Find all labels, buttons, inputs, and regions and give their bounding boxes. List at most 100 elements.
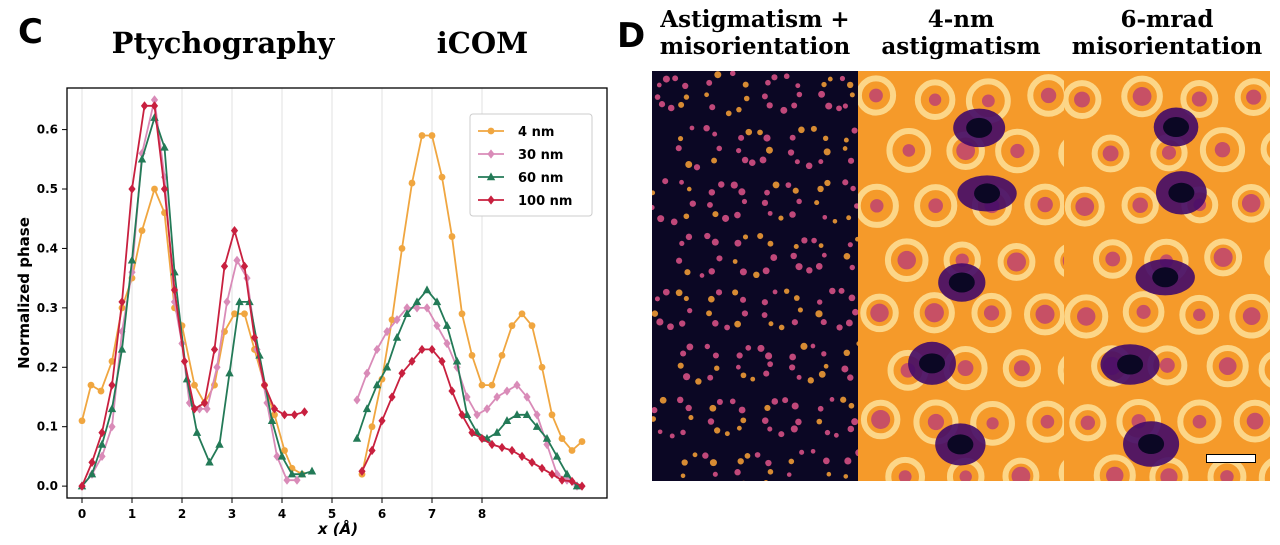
ring-center: [1102, 145, 1119, 162]
ring: [1121, 75, 1163, 118]
atom-dot: [683, 94, 690, 100]
data-point: [180, 356, 189, 366]
ring-center: [1192, 414, 1207, 429]
ring-center: [902, 144, 916, 157]
data-point: [117, 344, 127, 353]
icom-title: iCOM: [436, 26, 529, 60]
ring-center: [1241, 194, 1261, 213]
atom-dot: [750, 376, 756, 382]
ring: [1027, 74, 1064, 117]
ring-center: [957, 360, 974, 377]
data-point: [393, 315, 401, 325]
atom-dot: [820, 319, 827, 326]
data-point: [463, 392, 471, 402]
atom-dot: [687, 307, 693, 314]
dark-hole-core: [1152, 267, 1179, 288]
data-point: [578, 481, 586, 491]
data-point: [97, 439, 107, 448]
ring-center: [1035, 304, 1055, 324]
dark-hole-core: [948, 272, 975, 293]
data-point: [398, 245, 406, 252]
ring: [1180, 79, 1219, 118]
ring-center: [1010, 143, 1025, 159]
data-point: [402, 309, 412, 317]
data-point: [160, 184, 169, 194]
atom-dot: [741, 310, 749, 317]
series-line-ptycho: [81, 186, 303, 475]
data-point: [558, 435, 566, 442]
ring: [913, 292, 955, 334]
atom-dot: [821, 252, 827, 258]
ring: [997, 243, 1036, 281]
data-point: [128, 184, 136, 194]
data-point: [528, 322, 536, 330]
data-point: [281, 447, 288, 454]
ring: [1199, 127, 1246, 173]
atom-dot: [818, 159, 824, 165]
atom-dot: [846, 215, 852, 221]
atom-dot: [845, 319, 853, 327]
col-title-1-line1: Astigmatism +: [660, 6, 850, 33]
atom-dot: [686, 186, 692, 192]
atom-dot: [767, 210, 773, 216]
atom-dot: [681, 459, 688, 466]
atom-dot: [817, 185, 824, 193]
atom-dot: [753, 271, 760, 279]
data-point: [553, 469, 561, 479]
atom-dot: [825, 102, 833, 110]
data-point: [443, 338, 451, 349]
data-point: [233, 255, 241, 265]
data-point: [452, 356, 462, 365]
data-point: [137, 154, 147, 163]
ring-center: [1213, 247, 1233, 267]
data-point: [108, 380, 116, 390]
ring: [1064, 80, 1102, 120]
ring-center: [897, 250, 916, 270]
ring: [1054, 244, 1064, 277]
atom-dot: [765, 146, 773, 154]
ring: [914, 79, 956, 121]
line-chart: 0 1 2 3 4 5 6 7 8 0.0 0.1 0.2 0.3 0.4 0.5 0.6 Normalize…: [15, 87, 608, 538]
ring-center: [1006, 252, 1027, 272]
atom-dot: [852, 308, 858, 316]
atom-dot: [839, 75, 846, 82]
atom-dot: [759, 156, 767, 164]
atom-dot: [795, 263, 803, 271]
atom-dot: [770, 254, 778, 261]
axes: 0 1 2 3 4 5 6 7 8 0.0 0.1 0.2 0.3 0.4 0.5 0.6: [37, 123, 486, 521]
atom-dot: [738, 134, 745, 141]
atom-dot: [754, 452, 761, 458]
data-point: [240, 261, 249, 271]
data-point: [508, 322, 516, 330]
data-point: [241, 310, 248, 318]
data-point: [423, 303, 431, 313]
atom-dot: [763, 134, 771, 142]
atom-dot: [796, 91, 803, 98]
atom-dot: [832, 218, 838, 224]
ring-center: [1246, 89, 1262, 105]
ring-center: [1062, 256, 1064, 266]
ring-center: [983, 305, 1000, 321]
atom-dot: [840, 396, 847, 403]
legend-marker: [487, 149, 495, 159]
atom-dot: [843, 252, 851, 260]
data-point: [118, 297, 126, 307]
atom-dot: [738, 406, 746, 414]
atom-dot: [805, 162, 813, 170]
ring: [1231, 183, 1270, 223]
atom-dot: [824, 179, 831, 187]
data-point: [548, 469, 556, 479]
atom-dot: [815, 310, 823, 318]
data-point: [293, 475, 301, 485]
data-point: [378, 416, 386, 426]
atom-dot: [842, 103, 848, 109]
ring: [1058, 139, 1064, 168]
atom-dot: [789, 353, 797, 361]
data-point: [127, 255, 137, 264]
atom-dot: [847, 157, 855, 164]
atom-dot: [766, 102, 773, 109]
atom-dot: [847, 242, 853, 248]
atom-dot: [702, 452, 709, 459]
ring-center: [1040, 87, 1057, 104]
legend-entry: 30 nm: [478, 148, 563, 163]
